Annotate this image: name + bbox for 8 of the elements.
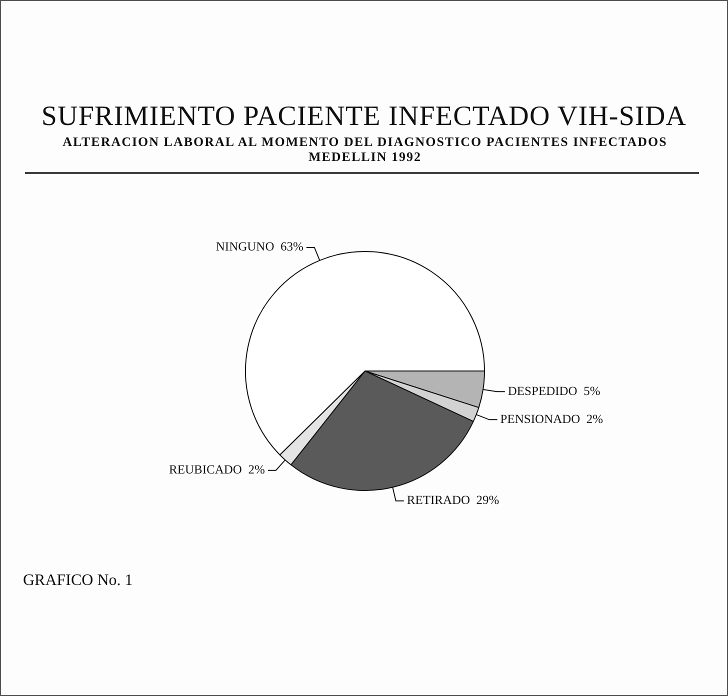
chart-subtitle: ALTERACION LABORAL AL MOMENTO DEL DIAGNOSTICO PACIENTES INFECTADOS MEDELLIN 1992 bbox=[62, 134, 668, 164]
slice-label: RETIRADO 29% bbox=[406, 493, 500, 508]
slice-label: REUBICADO 2% bbox=[169, 462, 265, 477]
text: GRAFICO No. 1 bbox=[23, 572, 133, 590]
slice-label: NINGUNO 63% bbox=[216, 240, 304, 254]
slice-label: DESPEDIDO 5% bbox=[508, 384, 600, 398]
chart-title: SUFRIMIENTO PACIENTE INFECTADO VIH-SIDA bbox=[40, 101, 688, 132]
slice-label: PENSIONADO 2% bbox=[500, 412, 604, 426]
